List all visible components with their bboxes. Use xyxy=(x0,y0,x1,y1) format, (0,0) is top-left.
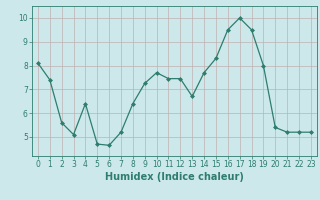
X-axis label: Humidex (Indice chaleur): Humidex (Indice chaleur) xyxy=(105,172,244,182)
